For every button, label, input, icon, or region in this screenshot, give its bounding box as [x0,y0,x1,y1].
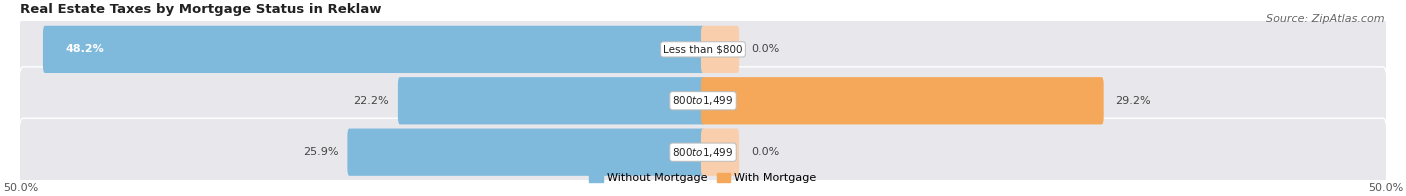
FancyBboxPatch shape [21,29,1385,70]
FancyBboxPatch shape [702,129,740,176]
FancyBboxPatch shape [20,15,1386,83]
Text: $800 to $1,499: $800 to $1,499 [672,94,734,107]
Text: Less than $800: Less than $800 [664,44,742,54]
Text: 29.2%: 29.2% [1115,96,1152,106]
Text: 25.9%: 25.9% [304,147,339,157]
FancyBboxPatch shape [20,67,1386,135]
FancyBboxPatch shape [347,129,704,176]
FancyBboxPatch shape [21,80,1385,121]
Text: 0.0%: 0.0% [751,44,779,54]
Text: Source: ZipAtlas.com: Source: ZipAtlas.com [1267,14,1385,24]
Text: $800 to $1,499: $800 to $1,499 [672,146,734,159]
Text: 0.0%: 0.0% [751,147,779,157]
FancyBboxPatch shape [20,118,1386,186]
FancyBboxPatch shape [398,77,704,124]
Text: Real Estate Taxes by Mortgage Status in Reklaw: Real Estate Taxes by Mortgage Status in … [21,3,382,16]
FancyBboxPatch shape [702,26,740,73]
FancyBboxPatch shape [21,132,1385,173]
FancyBboxPatch shape [702,77,1104,124]
Text: 48.2%: 48.2% [66,44,104,54]
Text: 22.2%: 22.2% [353,96,389,106]
FancyBboxPatch shape [44,26,704,73]
Legend: Without Mortgage, With Mortgage: Without Mortgage, With Mortgage [585,168,821,188]
